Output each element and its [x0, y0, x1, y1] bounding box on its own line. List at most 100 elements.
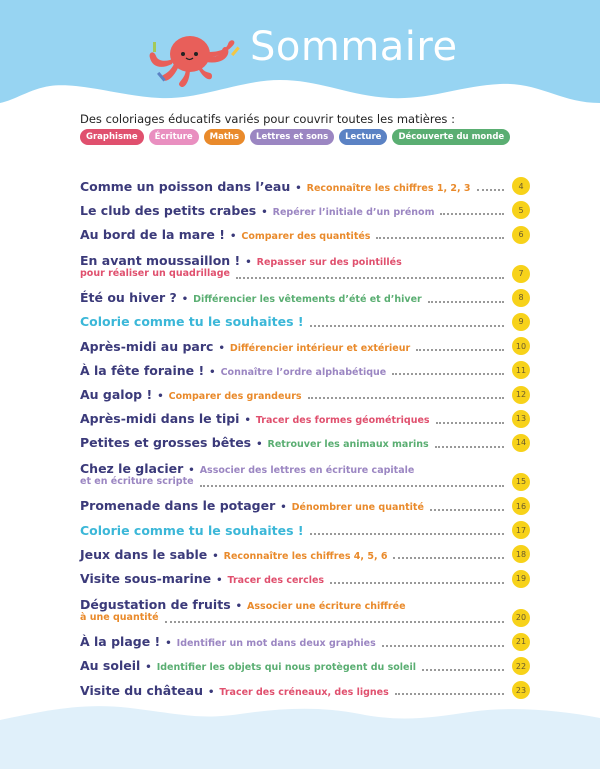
page-number-badge[interactable]: 16	[512, 497, 530, 516]
bullet-separator: •	[245, 257, 252, 269]
page-number-badge[interactable]: 10	[512, 337, 530, 356]
toc-entry[interactable]: Été ou hiver ? • Différencier les vêtement…	[80, 286, 530, 310]
page-number-badge[interactable]: 22	[512, 657, 530, 675]
page-number-badge[interactable]: 17	[512, 521, 530, 540]
page-number-badge[interactable]: 7	[512, 264, 530, 283]
entry-title: À la fête foraine !	[80, 362, 205, 378]
entry-skill: Connaître l’ordre alphabétique	[220, 366, 387, 378]
category-pill-decouverte: Découverte du monde	[392, 129, 511, 145]
toc-entry-text: Colorie comme tu le souhaites !	[80, 310, 510, 334]
entry-line: à une quantité	[80, 612, 510, 623]
entry-title: Jeux dans le sable	[80, 546, 208, 562]
toc-entry[interactable]: Après-midi dans le tipi • Tracer des forme…	[80, 407, 530, 431]
entry-title: Dégustation de fruits	[80, 597, 231, 613]
page-number-badge[interactable]: 18	[512, 545, 530, 564]
toc-entry[interactable]: Colorie comme tu le souhaites ! 9	[80, 310, 530, 334]
entry-line: Au soleil • Identifier les objets qui nous…	[80, 658, 510, 673]
entry-line: En avant moussaillon ! • Repasser sur des …	[80, 253, 510, 268]
bullet-separator: •	[280, 502, 287, 514]
toc-entry-text: Le club des petits crabes • Repérer l’init…	[80, 198, 510, 222]
entry-title: Promenade dans le potager	[80, 498, 276, 514]
entry-skill: Retrouver les animaux marins	[267, 439, 429, 451]
table-of-contents: Comme un poisson dans l’eau • Reconnaître …	[80, 174, 530, 702]
page-number-badge[interactable]: 8	[512, 288, 530, 307]
toc-entry[interactable]: Promenade dans le potager • Dénombrer une …	[80, 494, 530, 518]
toc-entry[interactable]: Petites et grosses bêtes • Retrouver les a…	[80, 431, 530, 455]
page-number-badge[interactable]: 6	[512, 225, 530, 244]
entry-title: Visite sous-marine	[80, 571, 212, 587]
dot-leader	[427, 300, 504, 303]
toc-entry-text: Été ou hiver ? • Différencier les vêtement…	[80, 286, 510, 310]
page-number-badge[interactable]: 19	[512, 569, 530, 588]
entry-title: Après-midi dans le tipi	[80, 411, 240, 427]
entry-title: Visite du château	[80, 682, 203, 698]
toc-entry-text: En avant moussaillon ! • Repasser sur des …	[80, 247, 510, 286]
toc-entry[interactable]: Au galop ! • Comparer des grandeurs 12	[80, 382, 530, 406]
toc-entry[interactable]: Le club des petits crabes • Repérer l’init…	[80, 198, 530, 222]
entry-line: et en écriture scripte	[80, 476, 510, 487]
toc-entry[interactable]: Colorie comme tu le souhaites ! 17	[80, 518, 530, 542]
page-number-badge[interactable]: 21	[512, 632, 530, 651]
toc-entry[interactable]: Au bord de la mare ! • Comparer des quanti…	[80, 222, 530, 246]
entry-skill: Identifier les objets qui nous protègent…	[156, 662, 416, 674]
entry-skill: Différencier intérieur et extérieur	[229, 342, 411, 354]
dot-leader	[392, 373, 504, 376]
header-sky-wave	[0, 0, 600, 103]
bullet-separator: •	[165, 638, 172, 650]
entry-title: Au soleil	[80, 658, 141, 674]
entry-title: Après-midi au parc	[80, 338, 214, 354]
dot-leader	[307, 397, 504, 400]
page-number-badge[interactable]: 9	[512, 312, 530, 331]
entry-line: Dégustation de fruits • Associer une écrit…	[80, 597, 510, 612]
toc-entry[interactable]: Comme un poisson dans l’eau • Reconnaître …	[80, 174, 530, 198]
toc-entry[interactable]: Chez le glacier • Associer des lettres en …	[80, 455, 530, 494]
bullet-separator: •	[157, 390, 164, 402]
entry-line: Colorie comme tu le souhaites !	[80, 523, 510, 538]
intro-text: Des coloriages éducatifs variés pour cou…	[80, 112, 455, 126]
toc-entry[interactable]: En avant moussaillon ! • Repasser sur des …	[80, 247, 530, 286]
toc-entry[interactable]: Jeux dans le sable • Reconnaître les chiff…	[80, 542, 530, 566]
entry-skill: Associer une écriture chiffrée	[247, 601, 406, 613]
entry-skill: Comparer des grandeurs	[168, 390, 302, 402]
toc-entry[interactable]: Dégustation de fruits • Associer une écrit…	[80, 591, 530, 630]
toc-entry[interactable]: Au soleil • Identifier les objets qui nous…	[80, 654, 530, 678]
toc-entry[interactable]: À la plage ! • Identifier un mot dans deux…	[80, 630, 530, 654]
dot-leader	[235, 276, 504, 279]
toc-entry[interactable]: Après-midi au parc • Différencier intérieu…	[80, 334, 530, 358]
page-number-badge[interactable]: 4	[512, 177, 530, 196]
page-number-badge[interactable]: 13	[512, 409, 530, 428]
toc-entry[interactable]: Visite sous-marine • Tracer des cercles 19	[80, 566, 530, 590]
entry-skill: Comparer des quantités	[241, 230, 371, 242]
bullet-separator: •	[229, 230, 237, 242]
toc-entry[interactable]: Visite du château • Tracer des créneaux, d…	[80, 678, 530, 702]
page-number-badge[interactable]: 14	[512, 433, 530, 452]
page-number-badge[interactable]: 20	[512, 608, 530, 627]
toc-entry-text: Dégustation de fruits • Associer une écrit…	[80, 591, 510, 630]
entry-title: Été ou hiver ?	[80, 290, 177, 306]
page-number-badge[interactable]: 23	[512, 681, 530, 700]
entry-skill-continued: pour réaliser un quadrillage	[80, 268, 230, 280]
toc-entry-text: Visite sous-marine • Tracer des cercles	[80, 566, 510, 590]
entry-skill: Dénombrer une quantité	[291, 502, 424, 514]
toc-entry-text: À la plage ! • Identifier un mot dans deux…	[80, 630, 510, 654]
entry-title: Colorie comme tu le souhaites !	[80, 522, 304, 538]
entry-line: Au galop ! • Comparer des grandeurs	[80, 387, 510, 402]
entry-title: Le club des petits crabes	[80, 202, 257, 218]
dot-leader	[376, 237, 504, 240]
entry-line: pour réaliser un quadrillage	[80, 268, 510, 279]
page-number-badge[interactable]: 5	[512, 201, 530, 220]
entry-skill: Reconnaître les chiffres 1, 2, 3	[306, 182, 471, 194]
entry-skill: Identifier un mot dans deux graphies	[176, 638, 376, 650]
toc-entry-text: Visite du château • Tracer des créneaux, d…	[80, 678, 510, 702]
entry-line: Après-midi dans le tipi • Tracer des forme…	[80, 411, 510, 426]
page-number-badge[interactable]: 15	[512, 472, 530, 491]
toc-entry[interactable]: À la fête foraine ! • Connaître l’ordre al…	[80, 358, 530, 382]
entry-line: Visite du château • Tracer des créneaux, d…	[80, 683, 510, 698]
entry-title: Comme un poisson dans l’eau	[80, 178, 291, 194]
toc-entry-text: Jeux dans le sable • Reconnaître les chiff…	[80, 542, 510, 566]
octopus-illustration	[149, 36, 240, 88]
page-number-badge[interactable]: 11	[512, 361, 530, 380]
bullet-separator: •	[212, 550, 219, 562]
dot-leader	[435, 421, 504, 424]
page-number-badge[interactable]: 12	[512, 385, 530, 404]
